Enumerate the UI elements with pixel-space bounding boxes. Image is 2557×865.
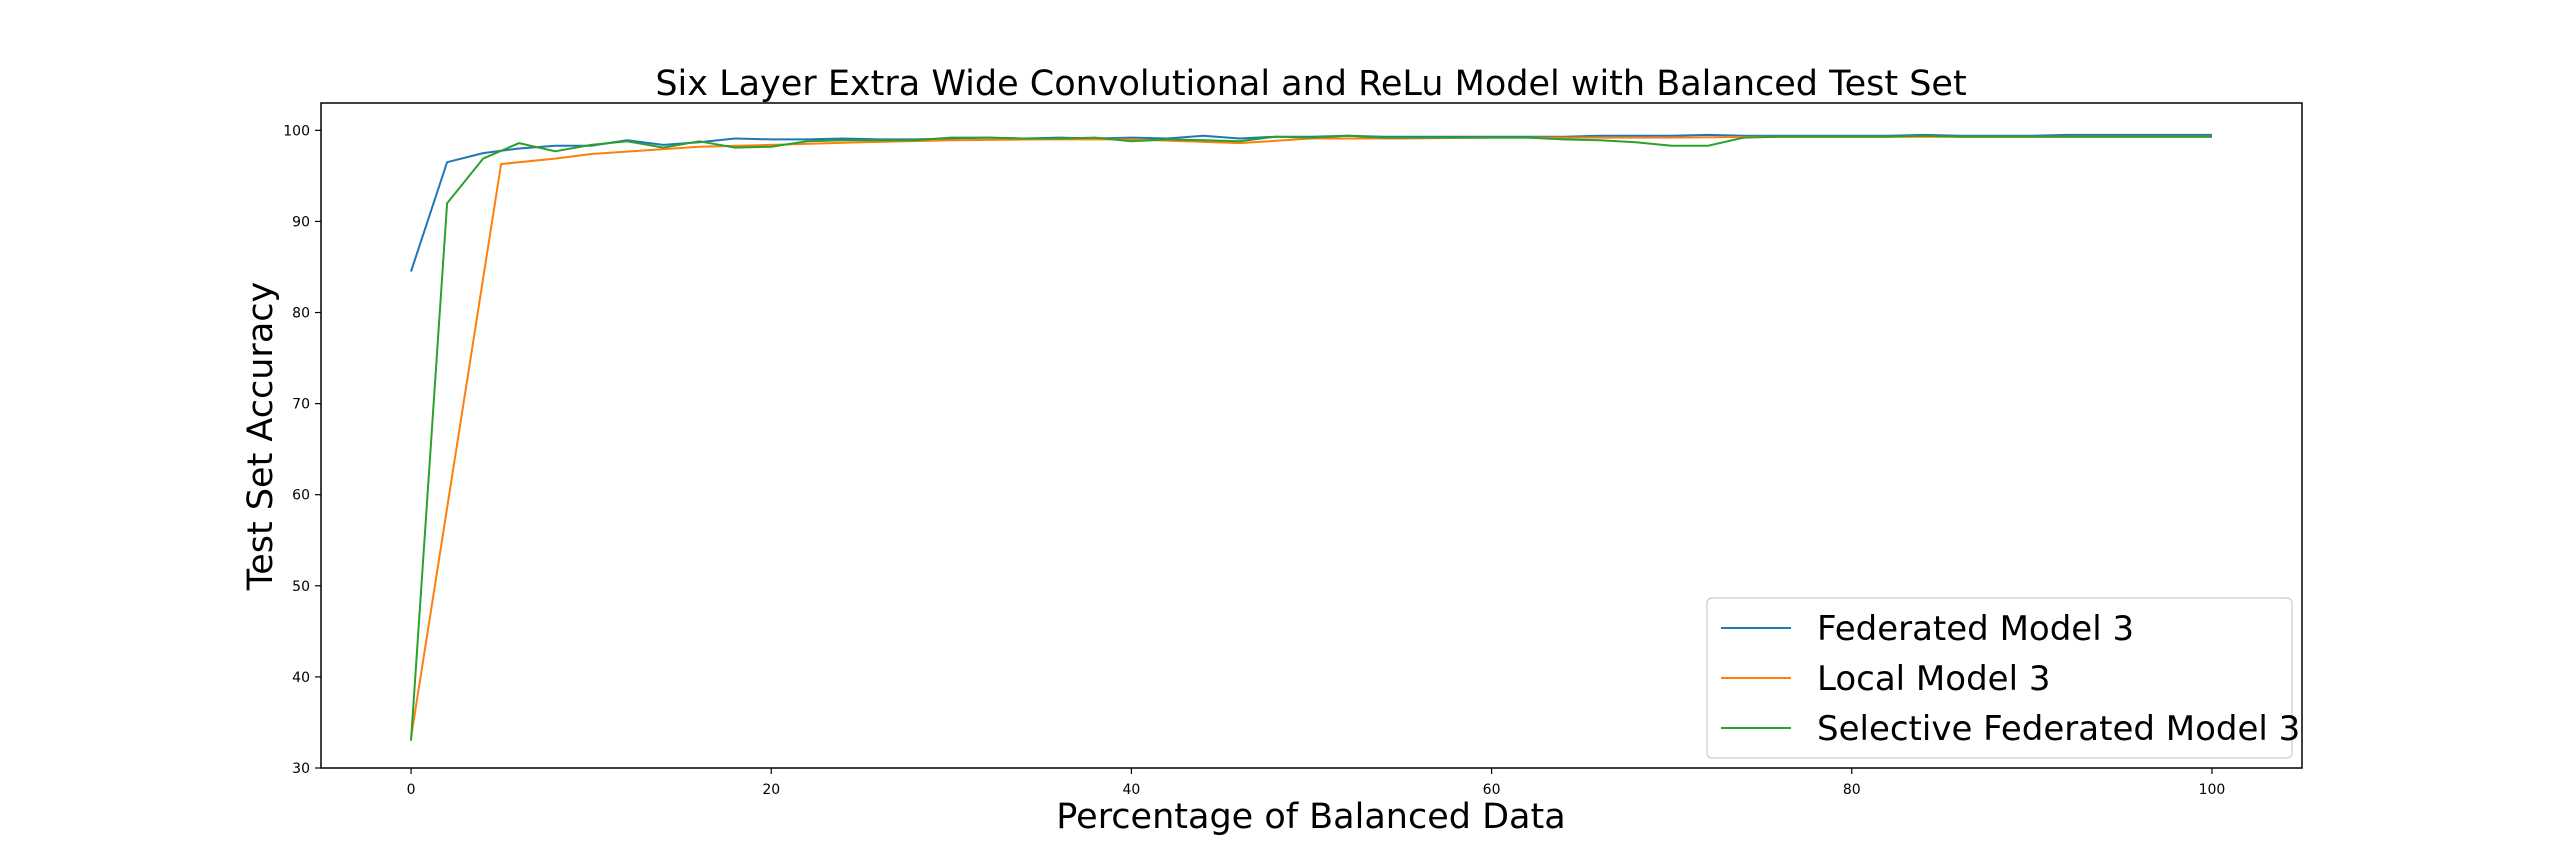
x-tick-label: 20 (762, 782, 780, 798)
y-tick-label: 70 (292, 397, 310, 413)
plot-frame (320, 102, 2303, 769)
x-tick-label: 100 (2199, 782, 2226, 798)
y-tick-label: 90 (292, 214, 310, 230)
y-axis-label: Test Set Accuracy (241, 282, 281, 591)
legend-label-3: Selective Federated Model 3 (1817, 709, 2300, 749)
x-tick-label: 0 (407, 782, 416, 798)
series-line-3 (410, 134, 2212, 741)
x-tick-label: 80 (1843, 782, 1861, 798)
legend-label-2: Local Model 3 (1817, 659, 2050, 699)
y-tick-label: 40 (292, 670, 310, 686)
x-axis-label: Percentage of Balanced Data (1056, 797, 1565, 837)
x-tick-label: 40 (1122, 782, 1140, 798)
legend-label-1: Federated Model 3 (1817, 609, 2134, 649)
legend-box (1706, 597, 2293, 759)
y-tick-label: 100 (283, 123, 310, 139)
y-tick-label: 80 (292, 306, 310, 322)
x-tick-label: 60 (1483, 782, 1501, 798)
legend: Federated Model 3 Local Model 3 Selective … (1706, 597, 2300, 759)
y-tick-label: 30 (292, 761, 310, 777)
y-tick-label: 60 (292, 488, 310, 504)
axes: 0 20 40 60 80 100 30 40 50 60 70 80 90 100 (283, 123, 2225, 798)
y-tick-label: 50 (292, 579, 310, 595)
plot-area (410, 133, 2212, 741)
chart-title: Six Layer Extra Wide Convolutional and R… (655, 64, 1966, 104)
